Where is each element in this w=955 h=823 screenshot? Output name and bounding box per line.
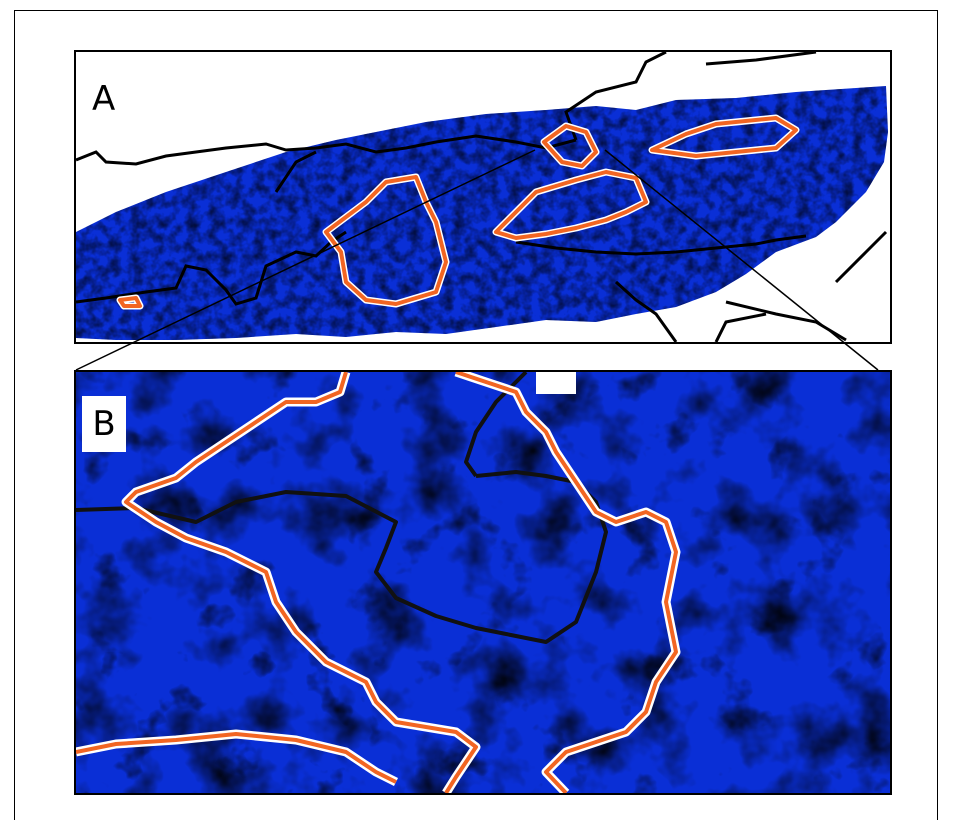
overview-map	[76, 52, 888, 342]
figure-frame	[14, 10, 938, 820]
detail-map	[76, 372, 890, 793]
panel-b-label: B	[82, 396, 126, 452]
panel-a-label: A	[92, 79, 116, 119]
overview-map-panel	[74, 50, 892, 344]
region-outlines-a	[118, 116, 798, 308]
connector-right	[604, 149, 879, 371]
region-outlines-b	[76, 372, 678, 793]
detail-map-panel	[74, 370, 892, 795]
connector-left	[75, 149, 536, 371]
country-borders-a	[76, 52, 888, 342]
elevation-raster-b	[76, 372, 890, 793]
